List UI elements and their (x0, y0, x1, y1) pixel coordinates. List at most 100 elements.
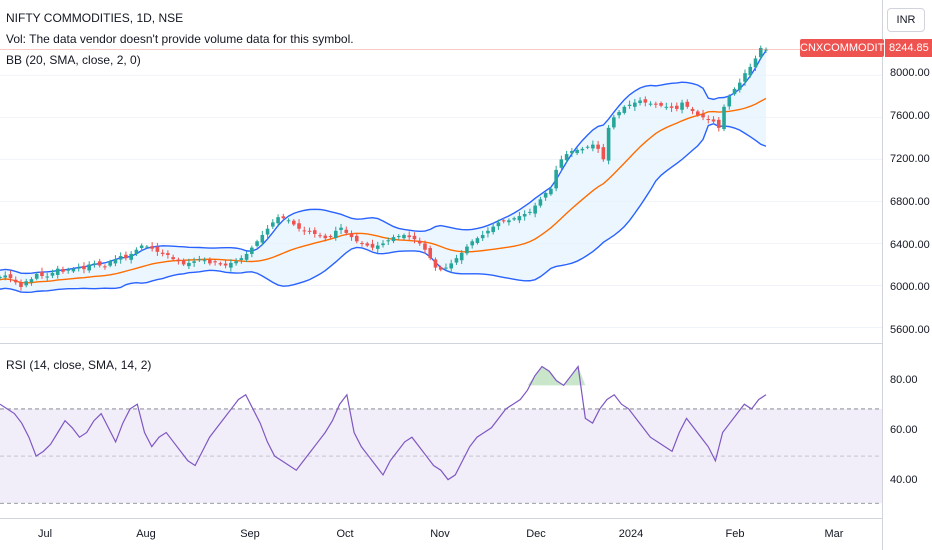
candle-body (396, 236, 401, 238)
candle-body (103, 266, 107, 268)
candle-body (617, 112, 621, 116)
currency-button[interactable]: INR (887, 8, 925, 32)
candle-body (339, 227, 343, 230)
candle-body (244, 253, 249, 260)
rsi-overbought-fill (570, 366, 579, 386)
candle-body (549, 188, 553, 195)
candle-body (517, 216, 522, 221)
candle-body (150, 246, 154, 249)
candle-body (375, 245, 380, 249)
candle-body (423, 243, 427, 250)
candle-body (76, 267, 81, 269)
candle-body (465, 246, 469, 254)
candle-body (139, 245, 144, 249)
candle-body (118, 256, 123, 260)
candle-body (171, 257, 175, 260)
candle-body (475, 238, 480, 244)
candle-body (265, 228, 270, 235)
rsi-tick: 40.00 (890, 474, 918, 486)
candle-body (192, 261, 196, 263)
candle-body (554, 169, 558, 189)
candle-body (344, 229, 349, 233)
time-tick: Sep (240, 528, 260, 540)
candle-body (202, 260, 207, 262)
bollinger-fill (0, 50, 766, 293)
time-tick: Mar (824, 528, 844, 540)
candle-body (318, 235, 322, 237)
candle-body (507, 220, 511, 223)
candle-body (664, 106, 669, 108)
candle-body (260, 235, 265, 243)
price-tick: 6000.00 (890, 281, 930, 293)
candle-body (92, 263, 97, 265)
price-tick: 6800.00 (890, 196, 930, 208)
candle-body (680, 102, 684, 110)
price-chart[interactable] (0, 0, 882, 550)
candle-body (669, 106, 674, 108)
pane-separator[interactable] (0, 343, 882, 344)
candle-body (716, 119, 721, 128)
candle-body (486, 230, 490, 234)
candle-body (491, 226, 495, 233)
candle-body (19, 282, 23, 288)
candle-body (758, 47, 763, 58)
chart-title[interactable]: NIFTY COMMODITIES, 1D, NSE (6, 11, 184, 25)
candle-body (627, 104, 632, 106)
candle-body (690, 108, 695, 112)
candle-body (61, 269, 65, 272)
candle-body (29, 279, 34, 283)
candle-body (596, 144, 600, 149)
candle-body (501, 220, 506, 222)
candle-body (685, 101, 690, 107)
rsi-overbought-fill (534, 366, 542, 386)
candle-body (748, 66, 753, 76)
candle-body (55, 268, 60, 275)
candle-body (449, 263, 454, 269)
candle-body (271, 222, 275, 227)
candle-body (323, 235, 328, 239)
rsi-tick: 80.00 (890, 374, 918, 386)
price-axis[interactable] (882, 0, 932, 550)
candle-body (281, 216, 286, 219)
candle-body (255, 241, 259, 246)
candle-body (181, 260, 186, 265)
candle-body (386, 240, 391, 242)
candle-body (601, 147, 606, 160)
time-tick: Aug (136, 528, 156, 540)
candle-body (470, 241, 474, 246)
candle-body (454, 258, 459, 263)
candle-body (297, 223, 301, 229)
candle-body (276, 217, 280, 224)
time-tick: Feb (725, 528, 745, 540)
candle-body (528, 211, 532, 213)
candle-body (722, 106, 726, 130)
rsi-legend[interactable]: RSI (14, close, SMA, 14, 2) (6, 358, 152, 372)
candle-body (496, 222, 501, 227)
candle-body (8, 274, 13, 279)
candle-body (648, 103, 653, 105)
candle-body (727, 96, 732, 107)
candle-body (134, 249, 139, 254)
candle-body (229, 262, 233, 268)
candle-body (591, 144, 595, 149)
candle-body (312, 230, 317, 234)
candle-body (360, 243, 364, 245)
time-tick: Nov (430, 528, 450, 540)
price-tick: 7200.00 (890, 153, 930, 165)
candle-body (13, 279, 18, 283)
candle-body (564, 154, 569, 161)
candle-body (402, 235, 406, 239)
candle-body (166, 253, 170, 255)
candle-body (643, 99, 648, 103)
candle-body (197, 259, 202, 261)
time-tick: Oct (336, 528, 354, 540)
candle-body (234, 261, 238, 264)
candle-body (87, 264, 91, 271)
candle-body (412, 235, 417, 240)
bollinger-legend[interactable]: BB (20, SMA, close, 2, 0) (6, 53, 141, 67)
candle-body (0, 277, 2, 279)
candle-body (145, 246, 149, 248)
last-price-tag: 8244.85 (885, 39, 932, 57)
price-tick: 6400.00 (890, 239, 930, 251)
